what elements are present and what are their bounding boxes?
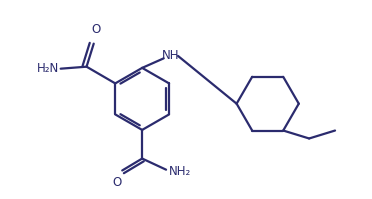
Text: O: O — [113, 177, 122, 189]
Text: H₂N: H₂N — [36, 62, 59, 75]
Text: NH₂: NH₂ — [169, 165, 192, 178]
Text: O: O — [91, 23, 100, 36]
Text: NH: NH — [162, 49, 180, 62]
